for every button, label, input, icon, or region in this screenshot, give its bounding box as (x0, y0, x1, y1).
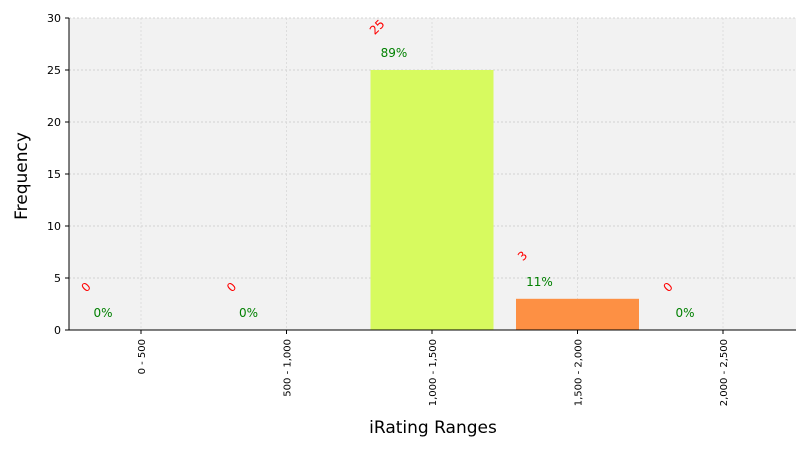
y-tick-label: 20 (47, 116, 61, 129)
bar (370, 70, 494, 330)
y-tick-label: 0 (54, 324, 61, 337)
x-ticks-group: 0 - 500 500 - 1,000 1,000 - 1,500 1,500 - 2… (137, 330, 730, 406)
x-tick-label: 0 - 500 (137, 339, 148, 374)
percent-label: 0% (93, 306, 112, 320)
bar (516, 298, 639, 330)
y-ticks-group: 0 5 10 15 20 25 30 (47, 12, 69, 337)
x-tick-label: 1,500 - 2,000 (574, 339, 585, 406)
x-tick-label: 1,000 - 1,500 (428, 339, 439, 406)
x-tick-label: 500 - 1,000 (283, 339, 294, 397)
percent-label: 0% (239, 306, 258, 320)
y-tick-label: 15 (47, 168, 61, 181)
y-tick-label: 30 (47, 12, 61, 25)
y-axis-label: Frequency (12, 132, 32, 220)
x-tick-label: 2,000 - 2,500 (719, 339, 730, 406)
y-tick-label: 25 (47, 64, 61, 77)
percent-label: 0% (675, 306, 694, 320)
y-tick-label: 10 (47, 220, 61, 233)
x-axis-label: iRating Ranges (369, 418, 497, 438)
percent-label: 11% (526, 275, 553, 289)
y-tick-label: 5 (54, 272, 61, 285)
bars-group (370, 70, 639, 330)
percent-label: 89% (381, 46, 408, 60)
